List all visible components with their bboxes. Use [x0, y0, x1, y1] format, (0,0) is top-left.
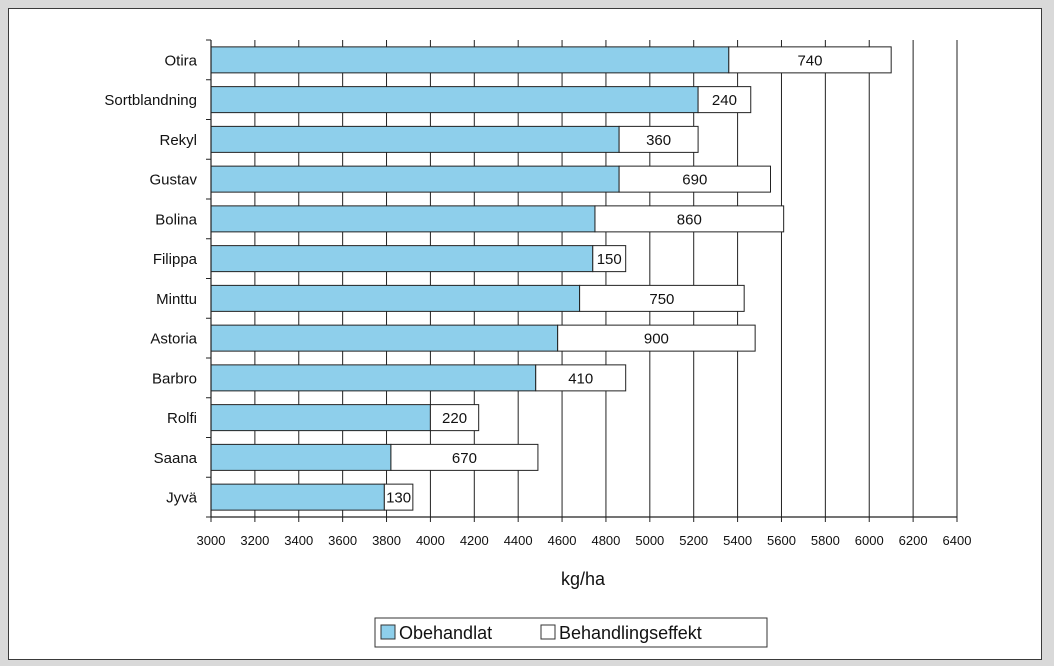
data-label: 410 [568, 370, 593, 387]
x-tick-label: 5400 [723, 533, 752, 548]
category-label: Sortblandning [104, 92, 197, 109]
data-label: 860 [677, 211, 702, 228]
data-label: 690 [682, 172, 707, 189]
x-tick-label: 6400 [943, 533, 972, 548]
x-axis-title: kg/ha [561, 569, 606, 589]
bar-behandlingseffekt [594, 205, 785, 233]
bar-behandlingseffekt [618, 165, 772, 193]
bar-obehandlat [210, 245, 594, 273]
data-label: 740 [797, 52, 822, 69]
legend-swatch-obehandlat [380, 624, 396, 640]
category-label: Astoria [150, 331, 197, 348]
category-label: Otira [164, 52, 197, 69]
x-tick-label: 4800 [591, 533, 620, 548]
x-tick-label: 6000 [855, 533, 884, 548]
category-label: Rekyl [159, 132, 197, 149]
bar-obehandlat [210, 443, 392, 471]
data-label: 240 [712, 92, 737, 109]
bar-obehandlat [210, 324, 559, 352]
x-tick-label: 3600 [328, 533, 357, 548]
bar-behandlingseffekt [592, 245, 627, 273]
bar-obehandlat [210, 46, 730, 74]
data-label: 670 [452, 450, 477, 467]
category-label: Bolina [155, 211, 197, 228]
category-label: Saana [154, 450, 198, 467]
x-tick-label: 3800 [372, 533, 401, 548]
category-labels: Otira Sortblandning Rekyl Gustav Bolina Filip… [104, 52, 197, 506]
bar-behandlingseffekt [557, 324, 756, 352]
x-tick-label: 4000 [416, 533, 445, 548]
category-label: Barbro [152, 370, 197, 387]
x-tick-label: 6200 [899, 533, 928, 548]
data-label: 750 [649, 291, 674, 308]
x-tick-label: 5000 [635, 533, 664, 548]
data-label: 900 [644, 331, 669, 348]
bar-behandlingseffekt [618, 125, 699, 153]
bar-behandlingseffekt [429, 404, 480, 432]
data-label: 360 [646, 132, 671, 149]
bar-obehandlat [210, 165, 620, 193]
bar-behandlingseffekt [728, 46, 892, 74]
category-label: Gustav [149, 172, 197, 189]
bar-behandlingseffekt [697, 86, 752, 114]
gridlines [254, 40, 958, 517]
bar-obehandlat [210, 483, 385, 511]
bar-obehandlat [210, 205, 596, 233]
legend-box [374, 617, 768, 648]
legend-swatch-behandlingseffekt [540, 624, 556, 640]
data-label: 220 [442, 410, 467, 427]
legend-label-obehandlat: Obehandlat [399, 623, 492, 643]
legend-label-behandlingseffekt: Behandlingseffekt [559, 623, 702, 643]
data-label: 130 [386, 490, 411, 507]
axes [206, 39, 957, 518]
x-tick-label: 5800 [811, 533, 840, 548]
x-tick-label: 3400 [284, 533, 313, 548]
bar-obehandlat [210, 284, 581, 312]
bar-obehandlat [210, 86, 699, 114]
category-label: Jyvä [166, 490, 198, 507]
x-tick-label: 5600 [767, 533, 796, 548]
bar-behandlingseffekt [579, 284, 745, 312]
category-label: Minttu [156, 291, 197, 308]
x-axis-ticks: 3000 3200 3400 3600 3800 4000 4200 4400 4600 4800… [197, 517, 972, 548]
x-tick-label: 3000 [197, 533, 226, 548]
x-tick-label: 3200 [240, 533, 269, 548]
x-tick-label: 4200 [460, 533, 489, 548]
x-tick-label: 4600 [548, 533, 577, 548]
bar-obehandlat [210, 404, 431, 432]
bar-behandlingseffekt [535, 364, 627, 392]
bar-behandlingseffekt [390, 443, 539, 471]
category-label: Rolfi [167, 410, 197, 427]
category-label: Filippa [153, 251, 198, 268]
bar-obehandlat [210, 364, 537, 392]
bar-obehandlat [210, 125, 620, 153]
x-tick-label: 4400 [504, 533, 533, 548]
legend: Obehandlat Behandlingseffekt [374, 617, 768, 648]
bar-behandlingseffekt [383, 483, 414, 511]
data-label: 150 [597, 251, 622, 268]
x-tick-label: 5200 [679, 533, 708, 548]
bars: 740 240 360 690 860 150 750 900 410 220 670 130 [210, 46, 892, 511]
